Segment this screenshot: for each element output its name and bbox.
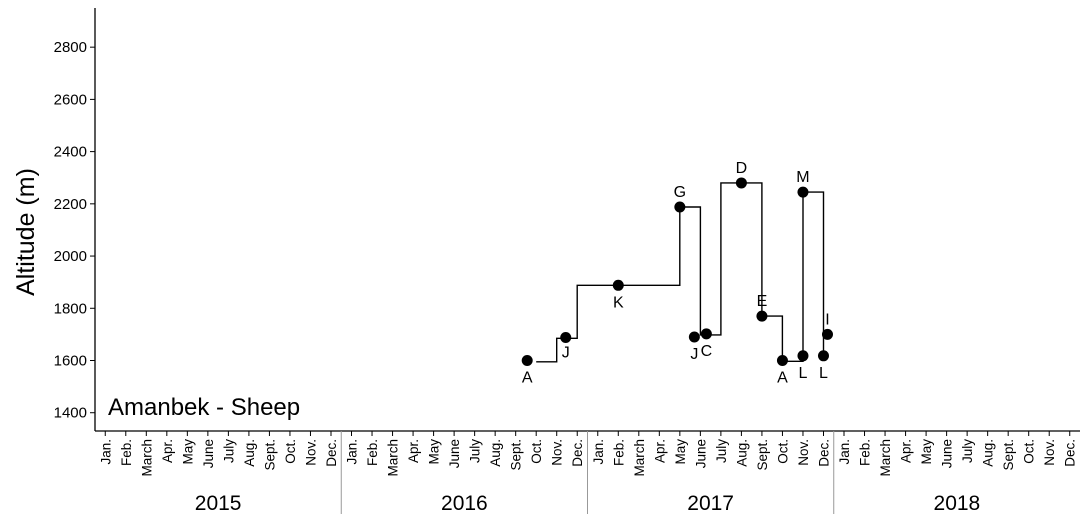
month-tick-label: March — [878, 439, 893, 477]
data-point — [700, 328, 712, 340]
month-tick-label: Jan. — [591, 439, 606, 465]
month-tick-label: Sept. — [755, 439, 770, 471]
chart-annotation: Amanbek - Sheep — [108, 394, 300, 421]
data-point — [521, 355, 533, 366]
month-tick-label: June — [693, 439, 708, 468]
month-tick-label: Dec. — [324, 439, 339, 467]
month-tick-label: Feb. — [365, 439, 380, 466]
month-tick-label: Sept. — [509, 439, 524, 471]
month-tick-label: Aug. — [734, 439, 749, 467]
month-tick-label: May — [673, 439, 688, 465]
point-label: C — [701, 343, 713, 360]
year-label: 2018 — [934, 492, 981, 515]
month-tick-label: Jan. — [837, 439, 852, 465]
month-tick-label: May — [180, 439, 195, 465]
y-tick-label: 1800 — [54, 300, 87, 317]
point-label: D — [736, 160, 748, 177]
point-label: J — [562, 345, 570, 362]
month-tick-label: Apr. — [652, 439, 667, 463]
month-tick-label: March — [632, 439, 647, 477]
month-tick-label: Nov. — [303, 439, 318, 466]
month-tick-label: June — [201, 439, 216, 468]
month-tick-label: Nov. — [550, 439, 565, 466]
point-label: A — [522, 370, 533, 387]
data-point — [821, 328, 833, 340]
month-tick-label: July — [221, 439, 236, 463]
data-point — [817, 350, 829, 362]
month-tick-label: Nov. — [796, 439, 811, 466]
year-label: 2015 — [195, 492, 242, 515]
month-tick-label: Aug. — [488, 439, 503, 467]
month-tick-label: July — [714, 439, 729, 463]
year-label: 2016 — [441, 492, 488, 515]
month-tick-label: March — [386, 439, 401, 477]
point-label: M — [796, 169, 809, 186]
month-tick-label: Sept. — [1001, 439, 1016, 471]
y-tick-label: 2800 — [54, 39, 87, 56]
point-label: G — [674, 184, 686, 201]
month-tick-label: Dec. — [1063, 439, 1078, 467]
series-altitude — [536, 182, 825, 363]
month-tick-label: March — [139, 439, 154, 477]
y-tick-label: 2000 — [54, 248, 87, 265]
y-tick-label: 2400 — [54, 144, 87, 161]
month-tick-label: May — [427, 439, 442, 465]
y-axis-label: Altitude (m) — [12, 168, 40, 296]
y-tick-label: 1400 — [54, 405, 87, 422]
point-label: I — [825, 311, 829, 328]
month-tick-label: Oct. — [529, 439, 544, 464]
point-label: L — [799, 365, 808, 382]
point-label: A — [777, 370, 788, 387]
data-point — [735, 177, 747, 189]
point-label: L — [819, 365, 828, 382]
y-tick-label: 2200 — [54, 196, 87, 213]
month-tick-label: June — [940, 439, 955, 468]
data-point — [688, 331, 700, 343]
year-label: 2017 — [687, 492, 734, 515]
month-tick-label: Feb. — [611, 439, 626, 466]
altitude-step-line — [536, 182, 825, 363]
month-tick-label: Nov. — [1042, 439, 1057, 466]
month-tick-label: May — [919, 439, 934, 465]
month-tick-label: Jan. — [98, 439, 113, 465]
month-tick-label: Feb. — [119, 439, 134, 466]
month-tick-label: Feb. — [858, 439, 873, 466]
month-tick-label: Jan. — [345, 439, 360, 465]
data-point — [756, 310, 768, 322]
y-tick-label: 1600 — [54, 353, 87, 370]
month-tick-label: Apr. — [160, 439, 175, 463]
y-tick-label: 2600 — [54, 91, 87, 108]
month-tick-label: Oct. — [1022, 439, 1037, 464]
point-label: E — [757, 293, 768, 310]
data-point — [797, 350, 809, 362]
month-tick-label: Sept. — [262, 439, 277, 471]
month-tick-label: Apr. — [899, 439, 914, 463]
data-point — [560, 332, 572, 344]
data-point — [612, 279, 624, 291]
point-label: J — [690, 346, 698, 363]
month-tick-label: July — [468, 439, 483, 463]
x-ticks: Jan. Feb. March Apr. May June July Aug. Sept. Oct… — [98, 431, 1078, 515]
month-tick-label: Oct. — [283, 439, 298, 464]
month-tick-label: Aug. — [242, 439, 257, 467]
month-tick-label: Apr. — [406, 439, 421, 463]
month-tick-label: July — [960, 439, 975, 463]
data-point — [674, 201, 686, 213]
month-tick-label: Dec. — [570, 439, 585, 467]
data-point — [797, 186, 809, 198]
month-tick-label: Aug. — [981, 439, 996, 467]
point-label: K — [613, 294, 624, 311]
month-tick-label: Oct. — [775, 439, 790, 464]
axes — [94, 8, 1080, 432]
y-ticks: 1400 1600 1800 2000 2200 2400 2600 2800 — [54, 39, 95, 422]
month-tick-label: June — [447, 439, 462, 468]
month-tick-label: Dec. — [816, 439, 831, 467]
data-point — [776, 355, 788, 366]
